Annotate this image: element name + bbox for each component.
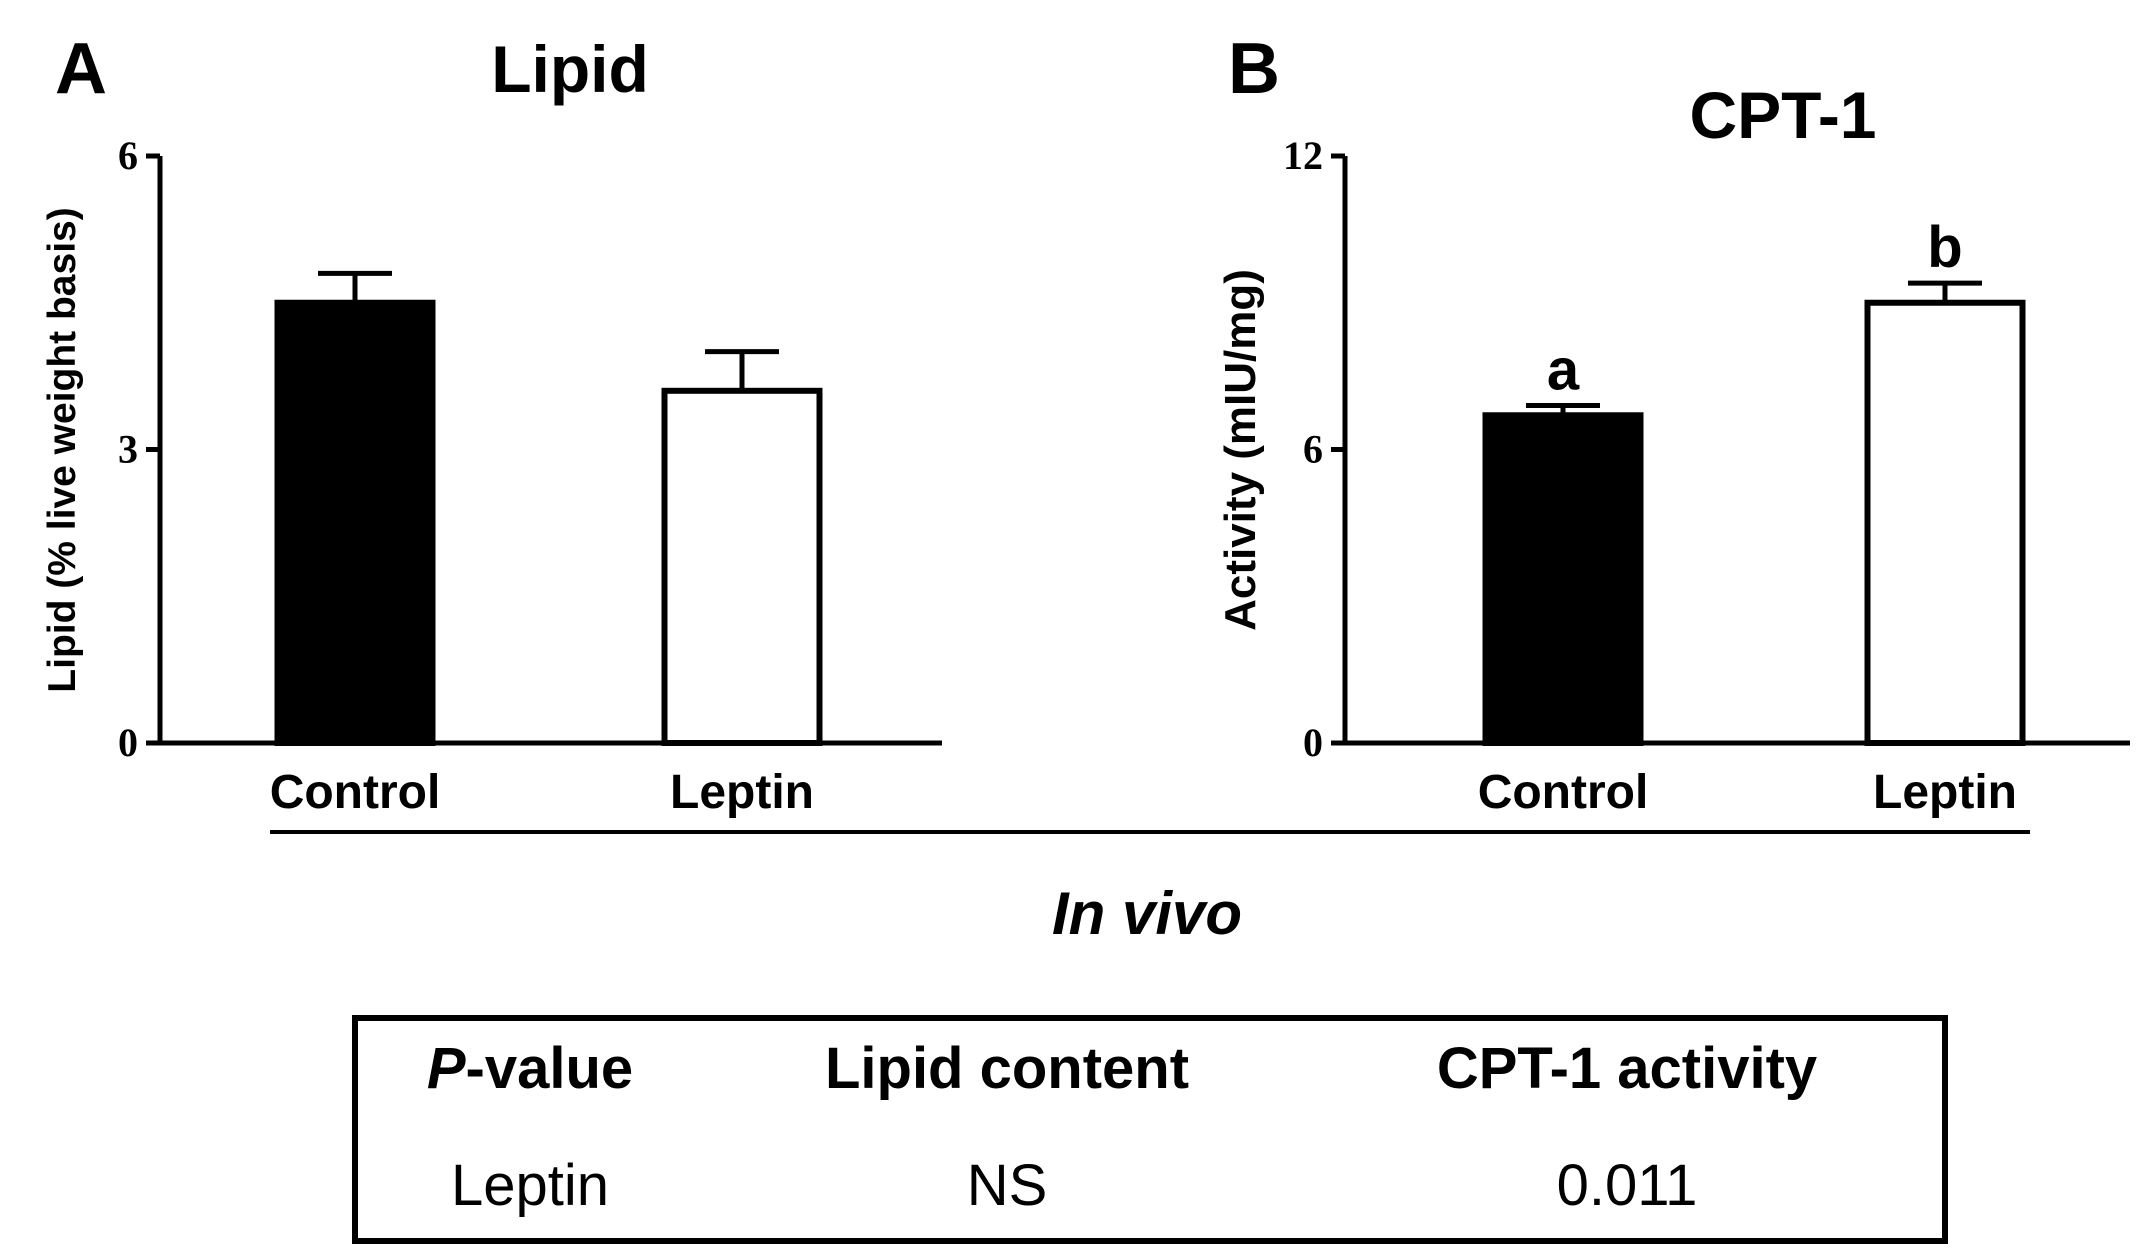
panel-a: A Lipid Lipid (% live weight basis) 036 … xyxy=(41,29,942,819)
panel-a-y-axis-label: Lipid (% live weight basis) xyxy=(41,207,84,692)
y-tick-label: 12 xyxy=(1283,133,1323,178)
panel-b-category-leptin: Leptin xyxy=(1873,766,2017,819)
significance-label: b xyxy=(1927,215,1962,280)
table-row-lipid: NS xyxy=(967,1153,1048,1218)
significance-label: a xyxy=(1547,337,1580,402)
y-tick-label: 3 xyxy=(118,427,138,472)
pvalue-table: P-value Lipid content CPT-1 activity Lep… xyxy=(352,1015,1948,1244)
pvalue-table-border xyxy=(352,1015,1948,1244)
y-tick-label: 6 xyxy=(1303,427,1323,472)
bar-leptin xyxy=(1864,299,2026,746)
y-tick-label: 0 xyxy=(118,720,138,765)
bar-control xyxy=(1482,412,1644,746)
table-header-lipid: Lipid content xyxy=(825,1036,1189,1101)
panel-a-letter: A xyxy=(55,29,107,109)
panel-b: B CPT-1 Activity (mIU/mg) 0 6 12 a b Contro… xyxy=(1216,29,2130,819)
panel-a-category-leptin: Leptin xyxy=(670,766,814,819)
panel-b-title: CPT-1 xyxy=(1689,78,1876,152)
y-tick-label: 6 xyxy=(118,133,138,178)
table-header-pvalue: P-value xyxy=(427,1036,633,1101)
bar-control xyxy=(274,299,436,746)
table-header-cpt: CPT-1 activity xyxy=(1437,1036,1817,1101)
bar-leptin xyxy=(661,387,823,746)
group-label: In vivo xyxy=(1052,880,1242,947)
panel-a-category-control: Control xyxy=(270,766,441,819)
panel-b-category-control: Control xyxy=(1478,766,1649,819)
table-row-label: Leptin xyxy=(451,1153,609,1218)
panel-a-title: Lipid xyxy=(491,32,649,106)
table-row-cpt: 0.011 xyxy=(1557,1153,1698,1218)
table-header-pvalue-rest: -value xyxy=(466,1036,634,1101)
y-tick-label: 0 xyxy=(1303,720,1323,765)
panel-b-letter: B xyxy=(1228,29,1280,109)
panel-b-y-axis-label: Activity (mIU/mg) xyxy=(1216,269,1265,631)
table-header-pvalue-italic: P xyxy=(427,1036,466,1101)
